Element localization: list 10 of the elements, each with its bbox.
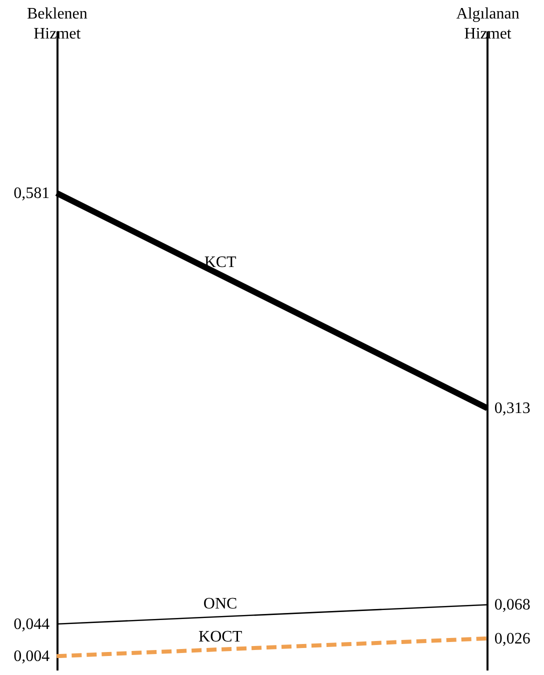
data-label: 0,044 <box>14 616 50 634</box>
data-label: 0,026 <box>494 630 530 648</box>
data-label: 0,068 <box>494 596 530 614</box>
data-label: 0,004 <box>14 648 50 666</box>
series-label: KOCT <box>198 628 242 646</box>
x-tick-label: Algılanan Hizmet <box>456 6 520 42</box>
data-label: 0,313 <box>494 400 530 418</box>
data-label: 0,581 <box>14 185 50 202</box>
series-label: ONC <box>203 596 238 613</box>
x-tick-label: Beklenen Hizmet <box>26 6 88 42</box>
